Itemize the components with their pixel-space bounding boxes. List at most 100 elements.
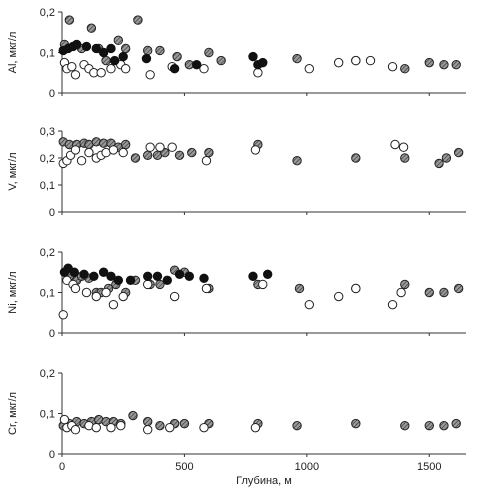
data-point-open <box>258 279 268 290</box>
data-point-filled <box>113 275 124 286</box>
data-point-filled <box>258 57 268 68</box>
data-point-hatched <box>424 420 434 431</box>
data-point-open <box>201 283 212 294</box>
data-point-filled <box>106 271 116 281</box>
data-point-open <box>101 287 111 298</box>
data-point-hatched <box>216 55 226 66</box>
data-point-open <box>167 142 177 152</box>
data-point-open <box>253 68 263 78</box>
y-tick-label: 0,2 <box>40 368 55 380</box>
data-point-open <box>70 283 81 294</box>
panels: 0 0,1 0,2 Al, мкг/л 0 0,1 0,2 0,3 V, мкг/л 0 0,1 0,… <box>7 7 466 473</box>
data-point-open <box>165 422 175 433</box>
data-point-open <box>398 142 409 152</box>
x-tick-label: 1500 <box>417 461 441 473</box>
data-point-open <box>142 425 153 435</box>
data-point-filled <box>106 43 116 54</box>
y-axis-title: V, мкг/л <box>7 152 19 190</box>
y-tick-label: 0 <box>49 207 55 219</box>
y-axis-title: Ni, мкг/л <box>7 271 19 313</box>
data-point-open <box>396 287 406 298</box>
data-point-open <box>120 64 131 74</box>
data-point-open <box>70 425 81 435</box>
x-tick-label: 0 <box>59 461 65 473</box>
data-point-open <box>304 64 314 74</box>
y-tick-label: 0,2 <box>40 7 55 19</box>
data-point-open <box>365 55 376 66</box>
data-point-hatched <box>174 150 185 161</box>
data-point-filled <box>79 269 89 279</box>
data-point-hatched <box>120 139 131 150</box>
data-point-filled <box>262 269 273 279</box>
data-point-filled <box>248 51 258 62</box>
data-point-open <box>91 422 101 433</box>
y-tick-label: 0 <box>49 449 55 461</box>
data-point-hatched <box>453 147 464 158</box>
data-point-open <box>199 422 209 433</box>
data-point-open <box>351 283 361 294</box>
data-point-hatched <box>439 59 449 70</box>
data-point-open <box>333 57 344 68</box>
data-point-filled <box>89 271 99 281</box>
data-point-hatched <box>292 156 302 166</box>
data-point-hatched <box>86 23 97 33</box>
x-tick-label: 1000 <box>295 461 319 473</box>
data-point-hatched <box>155 45 165 56</box>
data-point-open <box>142 279 153 290</box>
y-tick-label: 0,1 <box>40 48 55 60</box>
data-point-hatched <box>441 153 452 163</box>
data-point-hatched <box>294 283 305 294</box>
data-point-open <box>96 68 106 78</box>
data-point-open <box>250 422 261 433</box>
data-point-open <box>76 156 87 166</box>
data-point-open <box>145 142 155 152</box>
data-point-hatched <box>204 147 214 158</box>
data-point-filled <box>191 59 202 70</box>
y-tick-label: 0,3 <box>40 126 55 138</box>
data-point-hatched <box>434 158 444 169</box>
data-point-open <box>108 299 119 310</box>
data-point-filled <box>248 271 258 281</box>
data-point-hatched <box>64 15 75 25</box>
data-point-hatched <box>400 64 410 74</box>
data-point-hatched <box>351 153 361 163</box>
data-point-open <box>58 310 68 320</box>
y-axis-title: Cr, мкг/л <box>7 392 19 435</box>
data-point-hatched <box>204 47 214 58</box>
data-point-hatched <box>128 410 138 421</box>
data-point-open <box>155 142 165 152</box>
data-point-open <box>67 61 77 72</box>
data-point-filled <box>162 275 172 286</box>
data-point-filled <box>141 53 152 64</box>
data-point-hatched <box>142 150 153 161</box>
y-axis-title: Al, мкг/л <box>7 32 19 74</box>
data-point-hatched <box>179 418 190 429</box>
panel-0: 0 0,1 0,2 Al, мкг/л <box>7 7 466 100</box>
data-point-filled <box>91 43 101 54</box>
data-point-hatched <box>424 57 434 68</box>
data-point-filled <box>69 267 79 277</box>
data-point-hatched <box>292 420 302 431</box>
data-point-hatched <box>400 279 410 290</box>
data-point-hatched <box>439 287 449 298</box>
data-point-filled <box>125 275 136 286</box>
data-point-open <box>390 139 400 150</box>
data-point-hatched <box>172 51 182 62</box>
data-point-open <box>118 291 128 302</box>
panel-2: 0 0,1 0,2 Ni, мкг/л <box>7 247 466 340</box>
data-point-open <box>108 145 119 155</box>
data-point-hatched <box>292 53 302 64</box>
data-point-hatched <box>451 59 461 70</box>
data-point-open <box>199 64 209 74</box>
data-point-hatched <box>142 45 153 56</box>
data-point-open <box>304 299 314 310</box>
data-point-hatched <box>142 416 153 427</box>
y-tick-label: 0,1 <box>40 180 55 192</box>
data-point-filled <box>142 271 153 281</box>
data-point-filled <box>169 64 180 74</box>
data-point-open <box>250 145 261 155</box>
data-point-hatched <box>400 420 410 431</box>
data-point-filled <box>71 39 82 50</box>
data-point-open <box>70 70 81 80</box>
